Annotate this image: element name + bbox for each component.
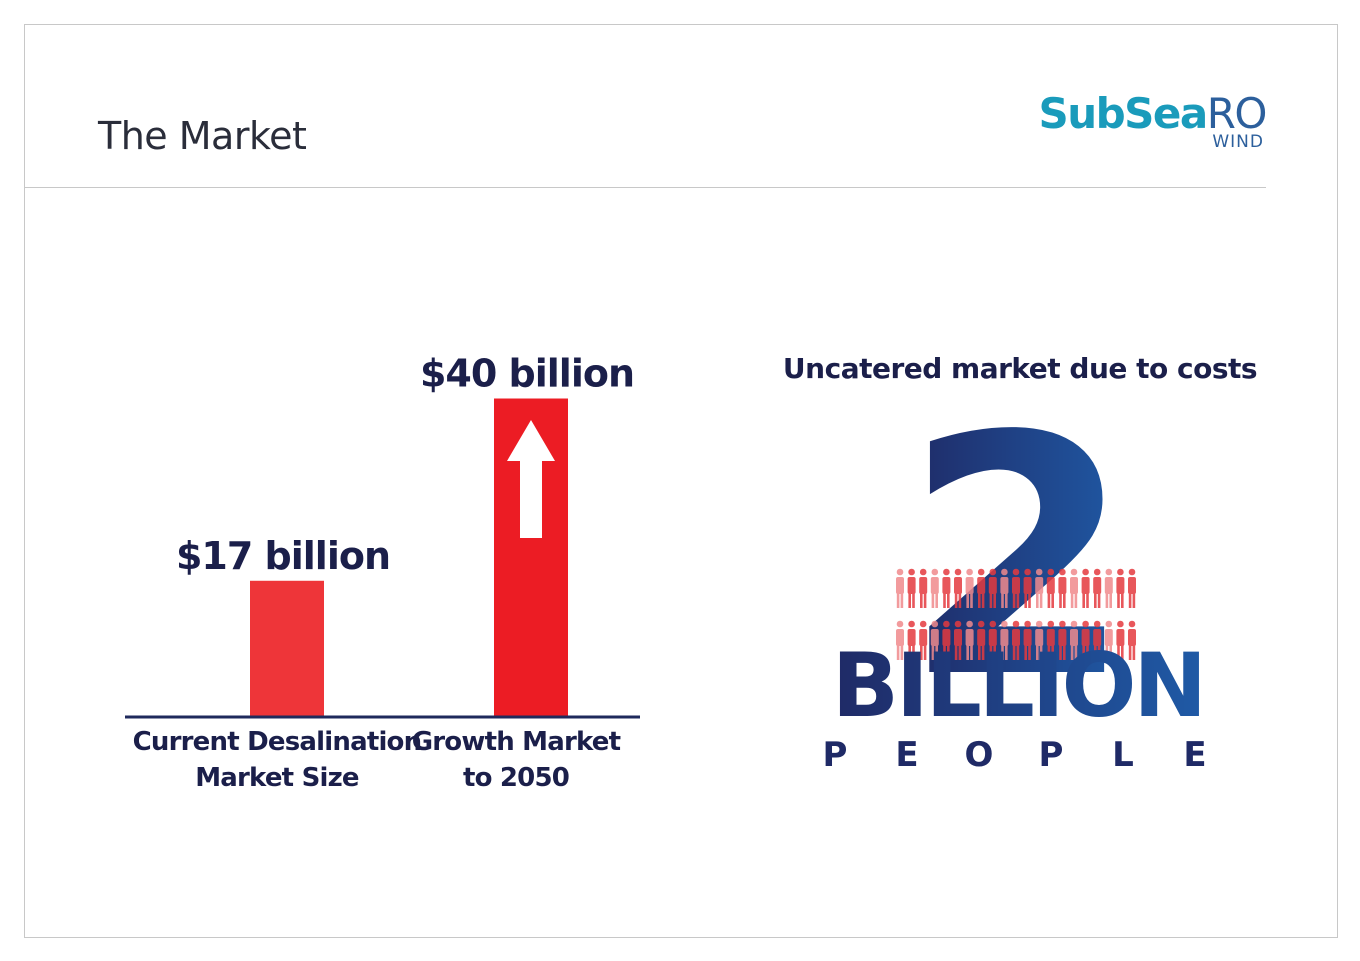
- logo-wordmark: SubSeaRO: [1038, 89, 1268, 138]
- category-label-2-line-1: Growth Market: [412, 727, 621, 757]
- people-letter: O: [965, 735, 994, 775]
- people-letter: L: [1112, 735, 1134, 775]
- slide: [24, 24, 1338, 938]
- people-letter: E: [895, 735, 918, 775]
- category-label-1-line-2: Market Size: [195, 763, 359, 793]
- people-letter: E: [1183, 735, 1206, 775]
- infographic-heading: Uncatered market due to costs: [782, 352, 1258, 385]
- logo-secondary: RO: [1206, 89, 1268, 138]
- billion-word: BILLION: [832, 634, 1204, 737]
- people-crowd-icon: [896, 568, 1136, 660]
- data-label-1: $17 billion: [176, 534, 390, 578]
- logo-primary: SubSea: [1038, 89, 1208, 138]
- page-title: The Market: [98, 114, 307, 158]
- logo-tagline: WIND: [1212, 132, 1264, 152]
- data-label-2: $40 billion: [420, 352, 634, 396]
- people-letter: P: [823, 735, 848, 775]
- subsearo-logo: SubSeaRO WIND: [1038, 92, 1267, 156]
- people-letter: P: [1039, 735, 1064, 775]
- bar-1: [250, 580, 324, 716]
- header-divider: [24, 187, 1266, 188]
- category-label-2-line-2: to 2050: [463, 763, 569, 793]
- category-label-1-line-1: Current Desalination: [133, 727, 422, 757]
- market-bar-chart: $17 billion Current Desalination Market Si…: [125, 352, 640, 793]
- growth-arrow-icon: [507, 420, 555, 538]
